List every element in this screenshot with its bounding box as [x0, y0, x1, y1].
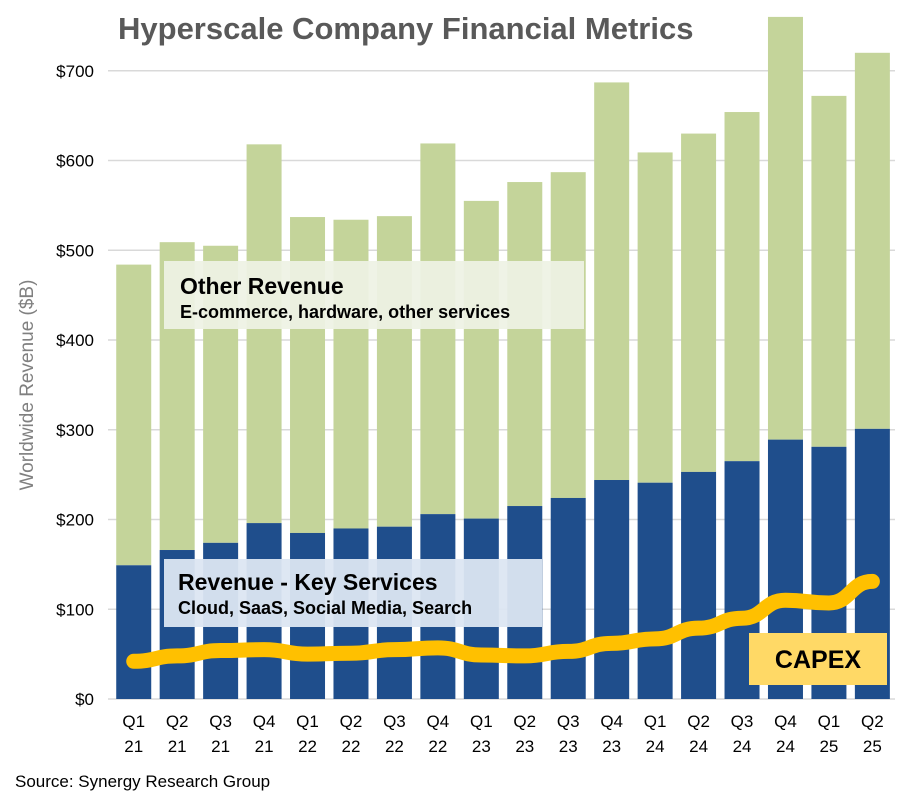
x-tick-label: 22 [385, 737, 404, 756]
bar-key-services [681, 471, 717, 699]
source-note: Source: Synergy Research Group [15, 772, 270, 791]
legend-other-revenue-subtitle: E-commerce, hardware, other services [180, 302, 510, 322]
legend-other-revenue: Other Revenue E-commerce, hardware, othe… [164, 261, 584, 329]
x-tick-label: 23 [472, 737, 491, 756]
x-tick-label: Q1 [122, 712, 145, 731]
x-tick-label: Q1 [644, 712, 667, 731]
x-axis-ticks: Q1 21 Q2 21 Q3 21 Q4 21 Q1 22 Q2 22 Q3 22 Q4 22 Q1 23 Q2 23… [122, 712, 883, 756]
bar-other-revenue [246, 144, 282, 524]
legend-capex: CAPEX [749, 633, 887, 685]
y-tick-label: $400 [56, 331, 94, 350]
x-tick-label: 22 [298, 737, 317, 756]
x-tick-label: Q4 [427, 712, 450, 731]
bar-other-revenue [594, 82, 630, 481]
capex-line [126, 573, 880, 669]
y-tick-label: $100 [56, 600, 94, 619]
x-tick-label: Q2 [861, 712, 884, 731]
legend-key-services-subtitle: Cloud, SaaS, Social Media, Search [178, 598, 472, 618]
x-tick-label: 21 [211, 737, 230, 756]
bar-other-revenue [507, 182, 543, 507]
bar-other-revenue [463, 200, 499, 519]
x-tick-label: 24 [689, 737, 708, 756]
x-tick-label: 25 [863, 737, 882, 756]
y-tick-label: $700 [56, 62, 94, 81]
x-tick-label: 22 [428, 737, 447, 756]
x-tick-label: 24 [733, 737, 752, 756]
bar-key-services [594, 480, 630, 699]
x-tick-label: 21 [168, 737, 187, 756]
x-tick-label: Q4 [774, 712, 797, 731]
x-tick-label: Q2 [340, 712, 363, 731]
y-tick-label: $600 [56, 152, 94, 171]
bar-other-revenue [811, 95, 847, 447]
x-tick-label: Q1 [296, 712, 319, 731]
bar-other-revenue [724, 112, 760, 462]
x-tick-label: Q1 [818, 712, 841, 731]
bar-other-revenue [854, 52, 890, 429]
legend-other-revenue-title: Other Revenue [180, 273, 344, 299]
x-tick-label: Q1 [470, 712, 493, 731]
y-axis-ticks: $0 $100 $200 $300 $400 $500 $600 $700 [56, 62, 94, 709]
x-tick-label: Q3 [557, 712, 580, 731]
x-tick-label: 21 [255, 737, 274, 756]
x-tick-label: Q3 [383, 712, 406, 731]
legend-capex-label: CAPEX [775, 646, 861, 674]
x-tick-label: 24 [776, 737, 795, 756]
bar-other-revenue [681, 133, 717, 472]
y-tick-label: $300 [56, 421, 94, 440]
bar-key-services [637, 482, 673, 699]
x-tick-label: 23 [602, 737, 621, 756]
x-tick-label: Q3 [209, 712, 232, 731]
x-tick-label: 23 [559, 737, 578, 756]
legend-key-services-title: Revenue - Key Services [178, 569, 438, 595]
x-tick-label: 24 [646, 737, 665, 756]
y-tick-label: $0 [75, 690, 94, 709]
x-tick-label: 23 [515, 737, 534, 756]
y-axis-label: Worldwide Revenue ($B) [17, 280, 38, 491]
bar-other-revenue [116, 264, 152, 566]
bar-other-revenue [550, 172, 586, 498]
x-tick-label: Q2 [166, 712, 189, 731]
bar-other-revenue [767, 16, 803, 440]
x-tick-label: Q2 [687, 712, 710, 731]
x-tick-label: Q4 [253, 712, 276, 731]
y-tick-label: $200 [56, 511, 94, 530]
legend-key-services: Revenue - Key Services Cloud, SaaS, Soci… [164, 559, 542, 627]
bar-key-services [550, 497, 586, 699]
x-tick-label: 25 [819, 737, 838, 756]
bars [116, 16, 890, 699]
y-tick-label: $500 [56, 241, 94, 260]
x-tick-label: Q4 [600, 712, 623, 731]
x-tick-label: 21 [124, 737, 143, 756]
chart-title: Hyperscale Company Financial Metrics [118, 11, 693, 46]
bar-other-revenue [637, 152, 673, 483]
x-tick-label: Q3 [731, 712, 754, 731]
bar-key-services [116, 565, 152, 699]
x-tick-label: Q2 [513, 712, 536, 731]
x-tick-label: 22 [342, 737, 361, 756]
